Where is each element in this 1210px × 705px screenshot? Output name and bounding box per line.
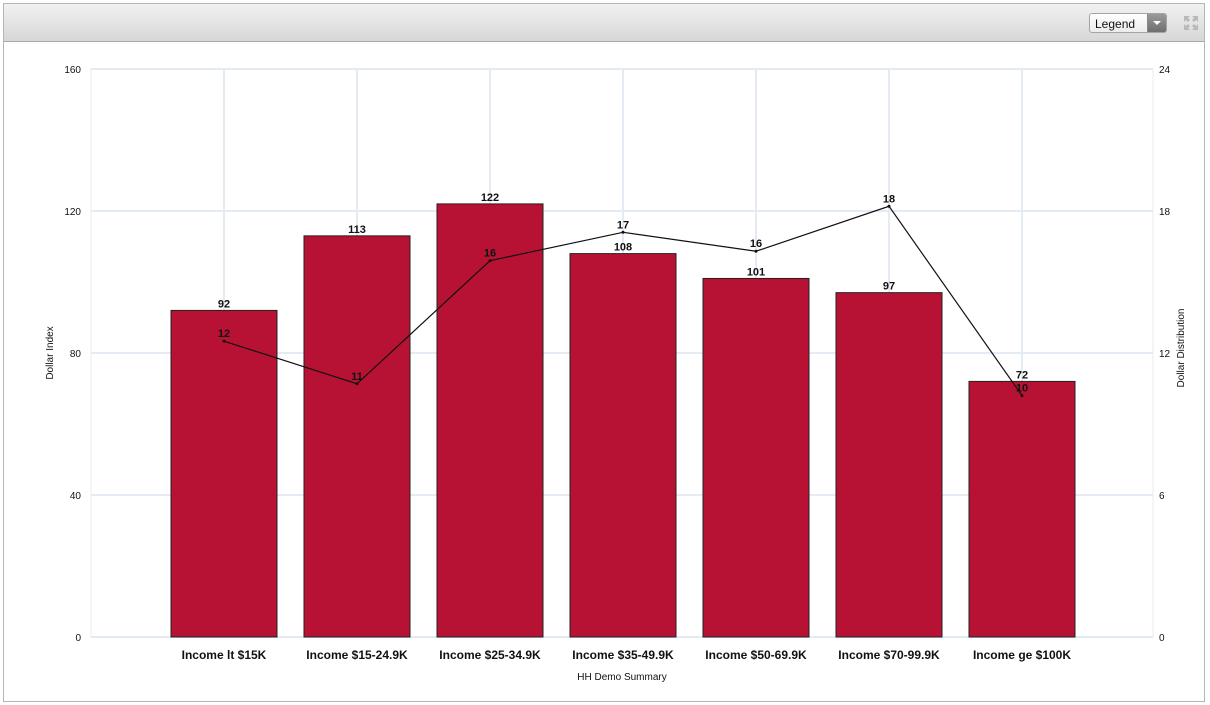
line-point xyxy=(488,259,492,263)
line-point xyxy=(355,382,359,386)
line-series xyxy=(222,204,1024,398)
x-tick-label: Income lt $15K xyxy=(182,648,267,662)
bar-series xyxy=(170,203,1076,638)
chart-toolbar: Legend xyxy=(4,4,1204,42)
y2-tick-label: 0 xyxy=(1159,633,1165,644)
right-axis-ticks: 0 6 12 18 24 xyxy=(1159,65,1171,644)
bar xyxy=(702,277,810,638)
bar-value-label: 122 xyxy=(481,192,499,204)
line-value-label: 17 xyxy=(617,219,629,231)
x-tick-label: Income $15-24.9K xyxy=(306,648,408,662)
y-tick-label: 0 xyxy=(75,633,81,644)
y2-tick-label: 12 xyxy=(1159,349,1171,360)
line-value-label: 10 xyxy=(1016,383,1028,395)
y2-tick-label: 18 xyxy=(1159,207,1171,218)
bar xyxy=(170,309,278,638)
bar-value-label: 97 xyxy=(883,281,895,293)
category-labels: Income lt $15K Income $15-24.9K Income $25… xyxy=(182,648,1072,662)
bar-value-label: 92 xyxy=(218,298,230,310)
bar xyxy=(436,203,544,638)
data-labels: 92 113 122 108 101 97 72 12 11 16 17 16 18 10 xyxy=(218,192,1028,395)
bar xyxy=(303,235,411,638)
y-tick-label: 160 xyxy=(64,65,81,76)
y-axis-title: Dollar Index xyxy=(45,326,56,379)
y2-axis-title: Dollar Distribution xyxy=(1176,309,1187,388)
x-axis-title: HH Demo Summary xyxy=(577,672,666,683)
x-tick-label: Income $35-49.9K xyxy=(572,648,674,662)
y-tick-label: 120 xyxy=(64,207,81,218)
line-value-label: 16 xyxy=(484,248,496,260)
bar-value-label: 113 xyxy=(348,224,366,236)
left-axis-ticks: 0 40 80 120 160 xyxy=(64,65,81,644)
bar-value-label: 108 xyxy=(614,242,632,254)
x-tick-label: Income $50-69.9K xyxy=(705,648,807,662)
x-tick-label: Income ge $100K xyxy=(973,648,1071,662)
line-point xyxy=(887,204,891,208)
line-point xyxy=(1020,394,1024,398)
line-point xyxy=(754,249,758,253)
bar xyxy=(968,380,1076,638)
bar xyxy=(835,292,943,638)
legend-dropdown-label: Legend xyxy=(1095,17,1136,31)
bar-value-label: 72 xyxy=(1016,369,1028,381)
bar xyxy=(569,253,677,638)
y2-tick-label: 6 xyxy=(1159,491,1165,502)
line-value-label: 12 xyxy=(218,328,230,340)
line-value-label: 16 xyxy=(750,238,762,250)
line-value-label: 18 xyxy=(883,193,895,205)
expand-arrows-icon[interactable] xyxy=(1183,15,1199,31)
chevron-down-icon[interactable] xyxy=(1147,14,1166,32)
line-point xyxy=(621,230,625,234)
line-point xyxy=(222,339,226,343)
bar-value-label: 101 xyxy=(747,266,765,278)
legend-dropdown[interactable]: Legend xyxy=(1089,13,1167,33)
y-tick-label: 80 xyxy=(70,349,82,360)
y-tick-label: 40 xyxy=(70,491,82,502)
y2-tick-label: 24 xyxy=(1159,65,1171,76)
line-value-label: 11 xyxy=(351,371,363,383)
x-tick-label: Income $25-34.9K xyxy=(439,648,541,662)
x-tick-label: Income $70-99.9K xyxy=(838,648,940,662)
